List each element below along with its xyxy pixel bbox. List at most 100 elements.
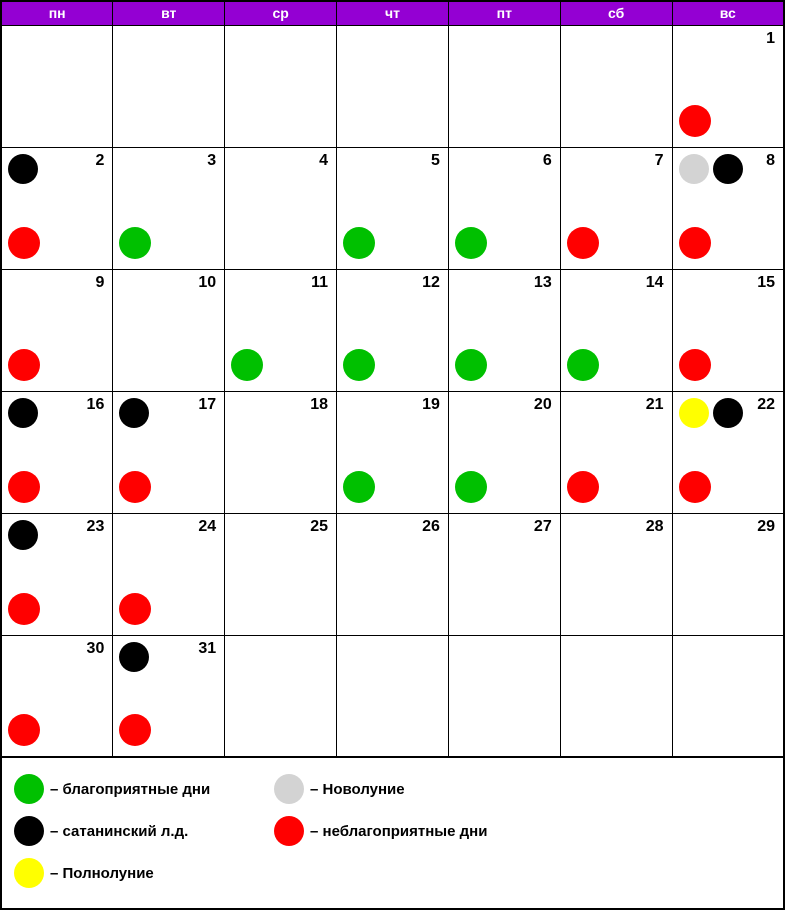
calendar-day-cell: 30 <box>1 635 113 757</box>
satanic-marker-icon <box>119 642 149 672</box>
new_moon-marker-icon <box>679 154 709 184</box>
legend-item: – Полнолуние <box>14 858 274 888</box>
day-number: 15 <box>757 274 775 292</box>
day-number: 27 <box>534 518 552 536</box>
day-number: 22 <box>757 396 775 414</box>
day-number: 29 <box>757 518 775 536</box>
calendar-day-cell: 2 <box>1 147 113 269</box>
legend: – благоприятные дни– Новолуние– сатанинс… <box>0 758 785 910</box>
satanic-marker-icon <box>713 398 743 428</box>
calendar-day-cell: 20 <box>448 391 560 513</box>
legend-item: – благоприятные дни <box>14 774 274 804</box>
day-number: 17 <box>198 396 216 414</box>
calendar-day-cell: 23 <box>1 513 113 635</box>
calendar-day-cell <box>448 635 560 757</box>
day-number: 2 <box>95 152 104 170</box>
bad-marker-icon <box>679 105 711 137</box>
legend-label: – неблагоприятные дни <box>310 823 487 840</box>
good-marker-icon <box>231 349 263 381</box>
new_moon-legend-icon <box>274 774 304 804</box>
day-number: 26 <box>422 518 440 536</box>
calendar-day-cell <box>448 25 560 147</box>
calendar-day-cell: 9 <box>1 269 113 391</box>
good-marker-icon <box>567 349 599 381</box>
calendar-week-row: 16 17 18 19 2021 22 <box>1 391 784 513</box>
day-number: 19 <box>422 396 440 414</box>
calendar-day-cell <box>672 635 784 757</box>
legend-label: – Полнолуние <box>50 865 154 882</box>
good-marker-icon <box>455 349 487 381</box>
bad-legend-icon <box>274 816 304 846</box>
good-marker-icon <box>119 227 151 259</box>
weekday-header: пн <box>1 1 113 25</box>
weekday-header-row: пн вт ср чт пт сб вс <box>1 1 784 25</box>
satanic-legend-icon <box>14 816 44 846</box>
bad-marker-icon <box>8 593 40 625</box>
calendar-day-cell <box>337 25 449 147</box>
lunar-calendar: пн вт ср чт пт сб вс 1234567891011121314… <box>0 0 785 758</box>
good-marker-icon <box>455 471 487 503</box>
satanic-marker-icon <box>8 520 38 550</box>
good-legend-icon <box>14 774 44 804</box>
calendar-week-row: 9101112131415 <box>1 269 784 391</box>
calendar-day-cell: 17 <box>113 391 225 513</box>
bad-marker-icon <box>8 227 40 259</box>
bad-marker-icon <box>567 227 599 259</box>
calendar-day-cell <box>225 25 337 147</box>
day-number: 13 <box>534 274 552 292</box>
legend-item: – сатанинский л.д. <box>14 816 274 846</box>
day-number: 24 <box>198 518 216 536</box>
full_moon-legend-icon <box>14 858 44 888</box>
day-number: 9 <box>95 274 104 292</box>
calendar-day-cell: 16 <box>1 391 113 513</box>
calendar-day-cell: 25 <box>225 513 337 635</box>
weekday-header: сб <box>560 1 672 25</box>
legend-label: – сатанинский л.д. <box>50 823 188 840</box>
calendar-week-row: 1 <box>1 25 784 147</box>
calendar-day-cell <box>1 25 113 147</box>
calendar-day-cell: 3 <box>113 147 225 269</box>
calendar-day-cell: 22 <box>672 391 784 513</box>
calendar-day-cell <box>560 25 672 147</box>
day-number: 14 <box>646 274 664 292</box>
satanic-marker-icon <box>119 398 149 428</box>
day-number: 8 <box>766 152 775 170</box>
weekday-header: чт <box>337 1 449 25</box>
calendar-week-row: 2345678 <box>1 147 784 269</box>
calendar-day-cell <box>225 635 337 757</box>
calendar-day-cell: 27 <box>448 513 560 635</box>
bad-marker-icon <box>8 349 40 381</box>
calendar-day-cell: 18 <box>225 391 337 513</box>
day-number: 1 <box>766 30 775 48</box>
bad-marker-icon <box>679 227 711 259</box>
weekday-header: пт <box>448 1 560 25</box>
legend-item: – неблагоприятные дни <box>274 816 534 846</box>
day-number: 31 <box>198 640 216 658</box>
calendar-day-cell: 11 <box>225 269 337 391</box>
bad-marker-icon <box>679 471 711 503</box>
calendar-day-cell: 21 <box>560 391 672 513</box>
good-marker-icon <box>343 471 375 503</box>
day-number: 11 <box>311 274 328 292</box>
calendar-day-cell: 7 <box>560 147 672 269</box>
bad-marker-icon <box>8 714 40 746</box>
good-marker-icon <box>343 349 375 381</box>
calendar-day-cell: 31 <box>113 635 225 757</box>
full_moon-marker-icon <box>679 398 709 428</box>
calendar-day-cell: 4 <box>225 147 337 269</box>
day-number: 28 <box>646 518 664 536</box>
bad-marker-icon <box>8 471 40 503</box>
calendar-day-cell: 8 <box>672 147 784 269</box>
calendar-day-cell: 24 <box>113 513 225 635</box>
calendar-day-cell: 5 <box>337 147 449 269</box>
calendar-day-cell: 10 <box>113 269 225 391</box>
satanic-marker-icon <box>8 398 38 428</box>
calendar-week-row: 30 31 <box>1 635 784 757</box>
calendar-day-cell <box>560 635 672 757</box>
day-number: 7 <box>655 152 664 170</box>
legend-label: – благоприятные дни <box>50 781 210 798</box>
satanic-marker-icon <box>8 154 38 184</box>
bad-marker-icon <box>567 471 599 503</box>
calendar-day-cell: 19 <box>337 391 449 513</box>
good-marker-icon <box>343 227 375 259</box>
